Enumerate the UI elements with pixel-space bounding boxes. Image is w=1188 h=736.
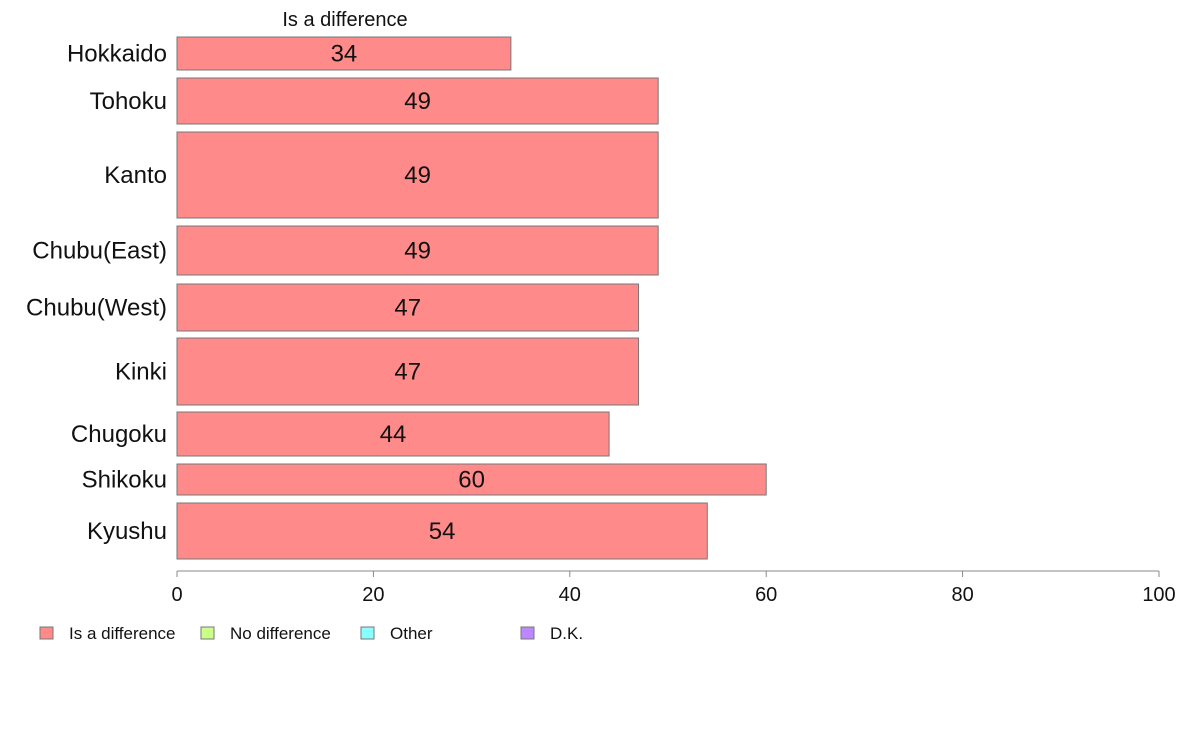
bars-group: [176, 36, 767, 560]
data-label: 47: [394, 359, 421, 386]
legend-swatch: [360, 626, 375, 640]
category-label: Tohoku: [90, 88, 167, 115]
legend: Is a difference No difference Other D.K.: [39, 624, 583, 643]
x-tick-label: 40: [559, 584, 581, 606]
legend-label: Is a difference: [69, 624, 175, 643]
bar-shikoku: [176, 463, 767, 496]
data-label: 60: [458, 467, 485, 494]
category-label: Kyushu: [87, 518, 167, 545]
legend-label: Other: [390, 624, 433, 643]
category-label: Chubu(West): [26, 295, 167, 322]
category-labels: Hokkaido Tohoku Kanto Chubu(East) Chubu(West…: [26, 41, 167, 546]
data-label: 47: [394, 295, 421, 322]
bar-chugoku: [176, 411, 610, 457]
x-tick-label: 80: [951, 584, 973, 606]
x-tick-label: 60: [755, 584, 777, 606]
data-label: 54: [429, 518, 456, 545]
legend-label: D.K.: [550, 624, 583, 643]
category-label: Hokkaido: [67, 41, 167, 68]
series-title: Is a difference: [282, 9, 407, 31]
bar-chubu-west: [176, 283, 640, 332]
bar-kinki: [176, 337, 640, 406]
bar-hokkaido: [176, 36, 512, 71]
bar-tohoku: [176, 77, 659, 125]
bar-kanto: [176, 131, 659, 219]
bar-kyushu: [176, 502, 708, 560]
data-label: 49: [404, 162, 431, 189]
bar-chubu-east: [176, 225, 659, 276]
category-label: Shikoku: [82, 467, 167, 494]
data-label: 49: [404, 88, 431, 115]
legend-label: No difference: [230, 624, 331, 643]
category-label: Kinki: [115, 359, 167, 386]
category-label: Chugoku: [71, 421, 167, 448]
legend-swatch: [200, 626, 215, 640]
category-label: Chubu(East): [32, 238, 167, 265]
x-tick-label: 100: [1142, 584, 1175, 606]
data-label: 34: [331, 41, 358, 68]
category-label: Kanto: [104, 162, 167, 189]
data-label: 49: [404, 238, 431, 265]
data-label: 44: [380, 421, 407, 448]
x-axis: 0 20 40 60 80 100: [171, 570, 1176, 606]
legend-swatch: [39, 626, 54, 640]
x-tick-label: 20: [362, 584, 384, 606]
x-tick-label: 0: [171, 584, 182, 606]
legend-swatch: [520, 626, 535, 640]
